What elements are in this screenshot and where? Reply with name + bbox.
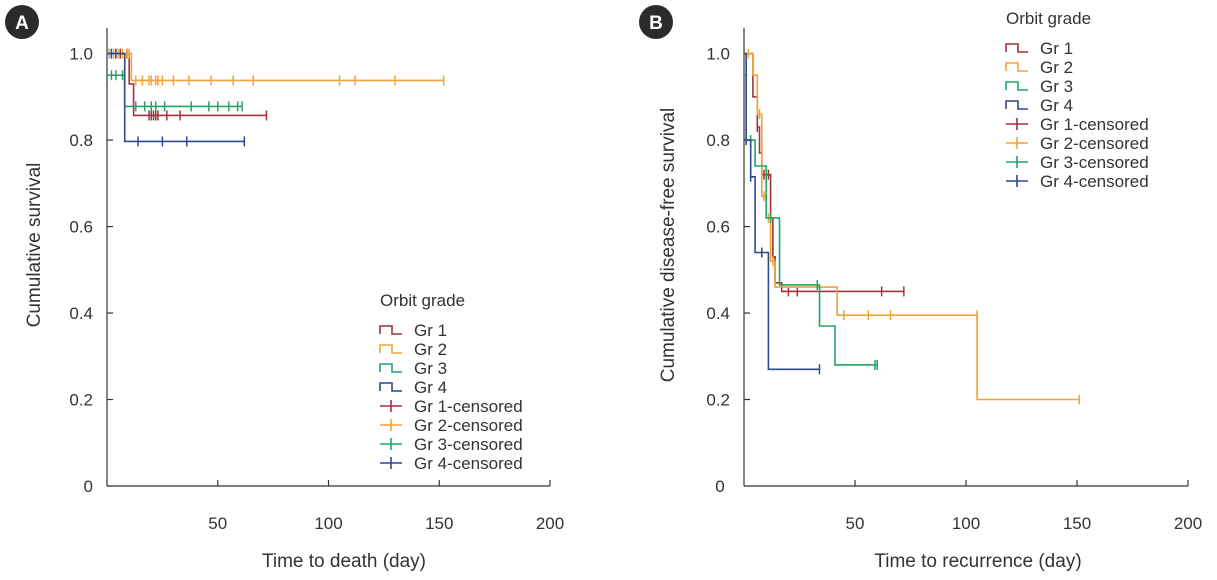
panel-b-label: B [649,13,663,34]
panel-b-plot-area: 0.2 0.4 0.6 0.8 1.0 50 100 150 200 0 [706,28,1202,533]
panel-a-legend-item: Gr 1-censored [380,397,523,416]
panel-a-legend-item: Gr 2 [379,340,447,359]
panel-a-badge [5,5,39,39]
panel-b-x-tick-label: 150 [1063,514,1091,533]
panel-b-legend-censor-symbol [1006,118,1028,130]
panel-b-legend-label: Gr 1 [1040,39,1073,58]
panel-a-legend-label: Gr 3-censored [414,435,523,454]
panel-b-y-tick-label: 0.6 [706,218,730,237]
panel-a-legend-label: Gr 4 [414,378,447,397]
panel-b-legend-censor-symbol [1006,137,1028,149]
panel-a-y-tick-label: 0.6 [69,218,93,237]
panel-a-legend-item: Gr 4 [379,378,447,397]
panel-b-x-zero-label: 0 [715,477,724,496]
panel-a-y-tick-label: 1.0 [69,45,93,64]
panel-b-badge [639,5,673,39]
panel-a-y-axis-title: Cumulative survival [24,163,45,328]
panel-a-legend-label: Gr 1 [414,321,447,340]
panel-a-legend-censor-symbol [380,419,402,431]
panel-a-y-tick-label: 0 [84,477,93,496]
panel-b-legend-item: Gr 4 [1005,96,1073,115]
panel-a-legend-label: Gr 2-censored [414,416,523,435]
panel-b-y-axis-title: Cumulative disease-free survival [658,108,679,383]
panel-a-legend-censor-symbol [380,400,402,412]
panel-b-x-axis-title: Time to recurrence (day) [874,551,1081,572]
panel-b-y-tick-label: 0.8 [706,131,730,150]
panel-b-legend-censor-symbol [1006,175,1028,187]
panel-b-legend-item: Gr 2 [1005,58,1073,77]
panel-a-legend-censor-symbol [380,438,402,450]
panel-a-legend-step-symbol [379,325,402,335]
panel-b-legend-censor-symbol [1006,156,1028,168]
panel-a-legend-step-symbol [379,382,402,392]
panel-a-legend-label: Gr 2 [414,340,447,359]
panel-a-x-tick-label: 50 [208,514,227,533]
panel-a-plot-area: 0 0.2 0.4 0.6 0.8 1.0 50 100 150 200 [69,28,564,533]
panel-a-y-tick-label: 0.4 [69,304,93,323]
panel-a-x-tick-label: 150 [425,514,453,533]
panel-a-legend-label: Gr 1-censored [414,397,523,416]
panel-a-legend-item: Gr 3-censored [380,435,523,454]
panel-a-x-tick-label: 200 [536,514,564,533]
panel-a-legend-item: Gr 1 [379,321,447,340]
panel-b-y-tick-label: 0.2 [706,391,730,410]
panel-a-legend-step-symbol [379,344,402,354]
panel-b-legend-label: Gr 3-censored [1040,153,1149,172]
panel-b-x-tick-label: 50 [846,514,865,533]
panel-b-legend-step-symbol [1005,81,1028,91]
panel-a-legend-item: Gr 2-censored [380,416,523,435]
panel-a-legend-censor-symbol [380,457,402,469]
panel-b-x-tick-label: 200 [1174,514,1202,533]
panel-b-y-tick-label: 0.4 [706,304,730,323]
panel-b-legend-item: Gr 1 [1005,39,1073,58]
panel-a-series-gr4-line [107,52,245,143]
panel-b-series-gr3-line [744,74,878,366]
panel-b-legend-title: Orbit grade [1006,9,1091,28]
panel-a-legend-title: Orbit grade [380,291,465,310]
panel-b-legend-label: Gr 2 [1040,58,1073,77]
panel-b-legend-item: Gr 3 [1005,77,1073,96]
panel-b-legend-item: Gr 4-censored [1006,172,1149,191]
panel-b-legend-item: Gr 2-censored [1006,134,1149,153]
panel-b-legend-step-symbol [1005,100,1028,110]
panel-a-legend: Orbit grade Gr 1Gr 2Gr 3Gr 4Gr 1-censore… [379,291,523,473]
panel-b-disease-free-chart: B 0.2 0.4 0.6 0.8 1.0 50 100 150 200 0 Time to re… [639,5,1202,572]
panel-a-legend-step-symbol [379,363,402,373]
panel-a-survival-chart: A 0 0.2 0.4 0.6 0.8 1.0 50 100 150 200 Time to de… [5,5,564,572]
panel-a-legend-label: Gr 4-censored [414,454,523,473]
panel-a-x-axis-title: Time to death (day) [262,551,426,572]
panel-b-legend-item: Gr 1-censored [1006,115,1149,134]
panel-b-series-gr2-line [744,52,1080,401]
panel-b-legend-label: Gr 3 [1040,77,1073,96]
panel-b-legend-step-symbol [1005,62,1028,72]
panel-b-legend: Orbit grade Gr 1Gr 2Gr 3Gr 4Gr 1-censore… [1005,9,1149,191]
panel-a-x-tick-label: 100 [314,514,342,533]
panel-a-label: A [15,13,29,34]
panel-a-legend-item: Gr 3 [379,359,447,378]
panel-a-y-tick-label: 0.8 [69,131,93,150]
panel-a-y-tick-label: 0.2 [69,391,93,410]
panel-b-legend-label: Gr 4-censored [1040,172,1149,191]
panel-b-y-tick-label: 1.0 [706,45,730,64]
panel-a-legend-label: Gr 3 [414,359,447,378]
panel-b-legend-label: Gr 1-censored [1040,115,1149,134]
panel-a-legend-item: Gr 4-censored [380,454,523,473]
panel-b-legend-label: Gr 4 [1040,96,1073,115]
panel-b-legend-step-symbol [1005,43,1028,53]
panel-b-x-tick-label: 100 [952,514,980,533]
panel-b-series-gr4-line [744,52,820,371]
panel-b-legend-label: Gr 2-censored [1040,134,1149,153]
panel-b-legend-item: Gr 3-censored [1006,153,1149,172]
